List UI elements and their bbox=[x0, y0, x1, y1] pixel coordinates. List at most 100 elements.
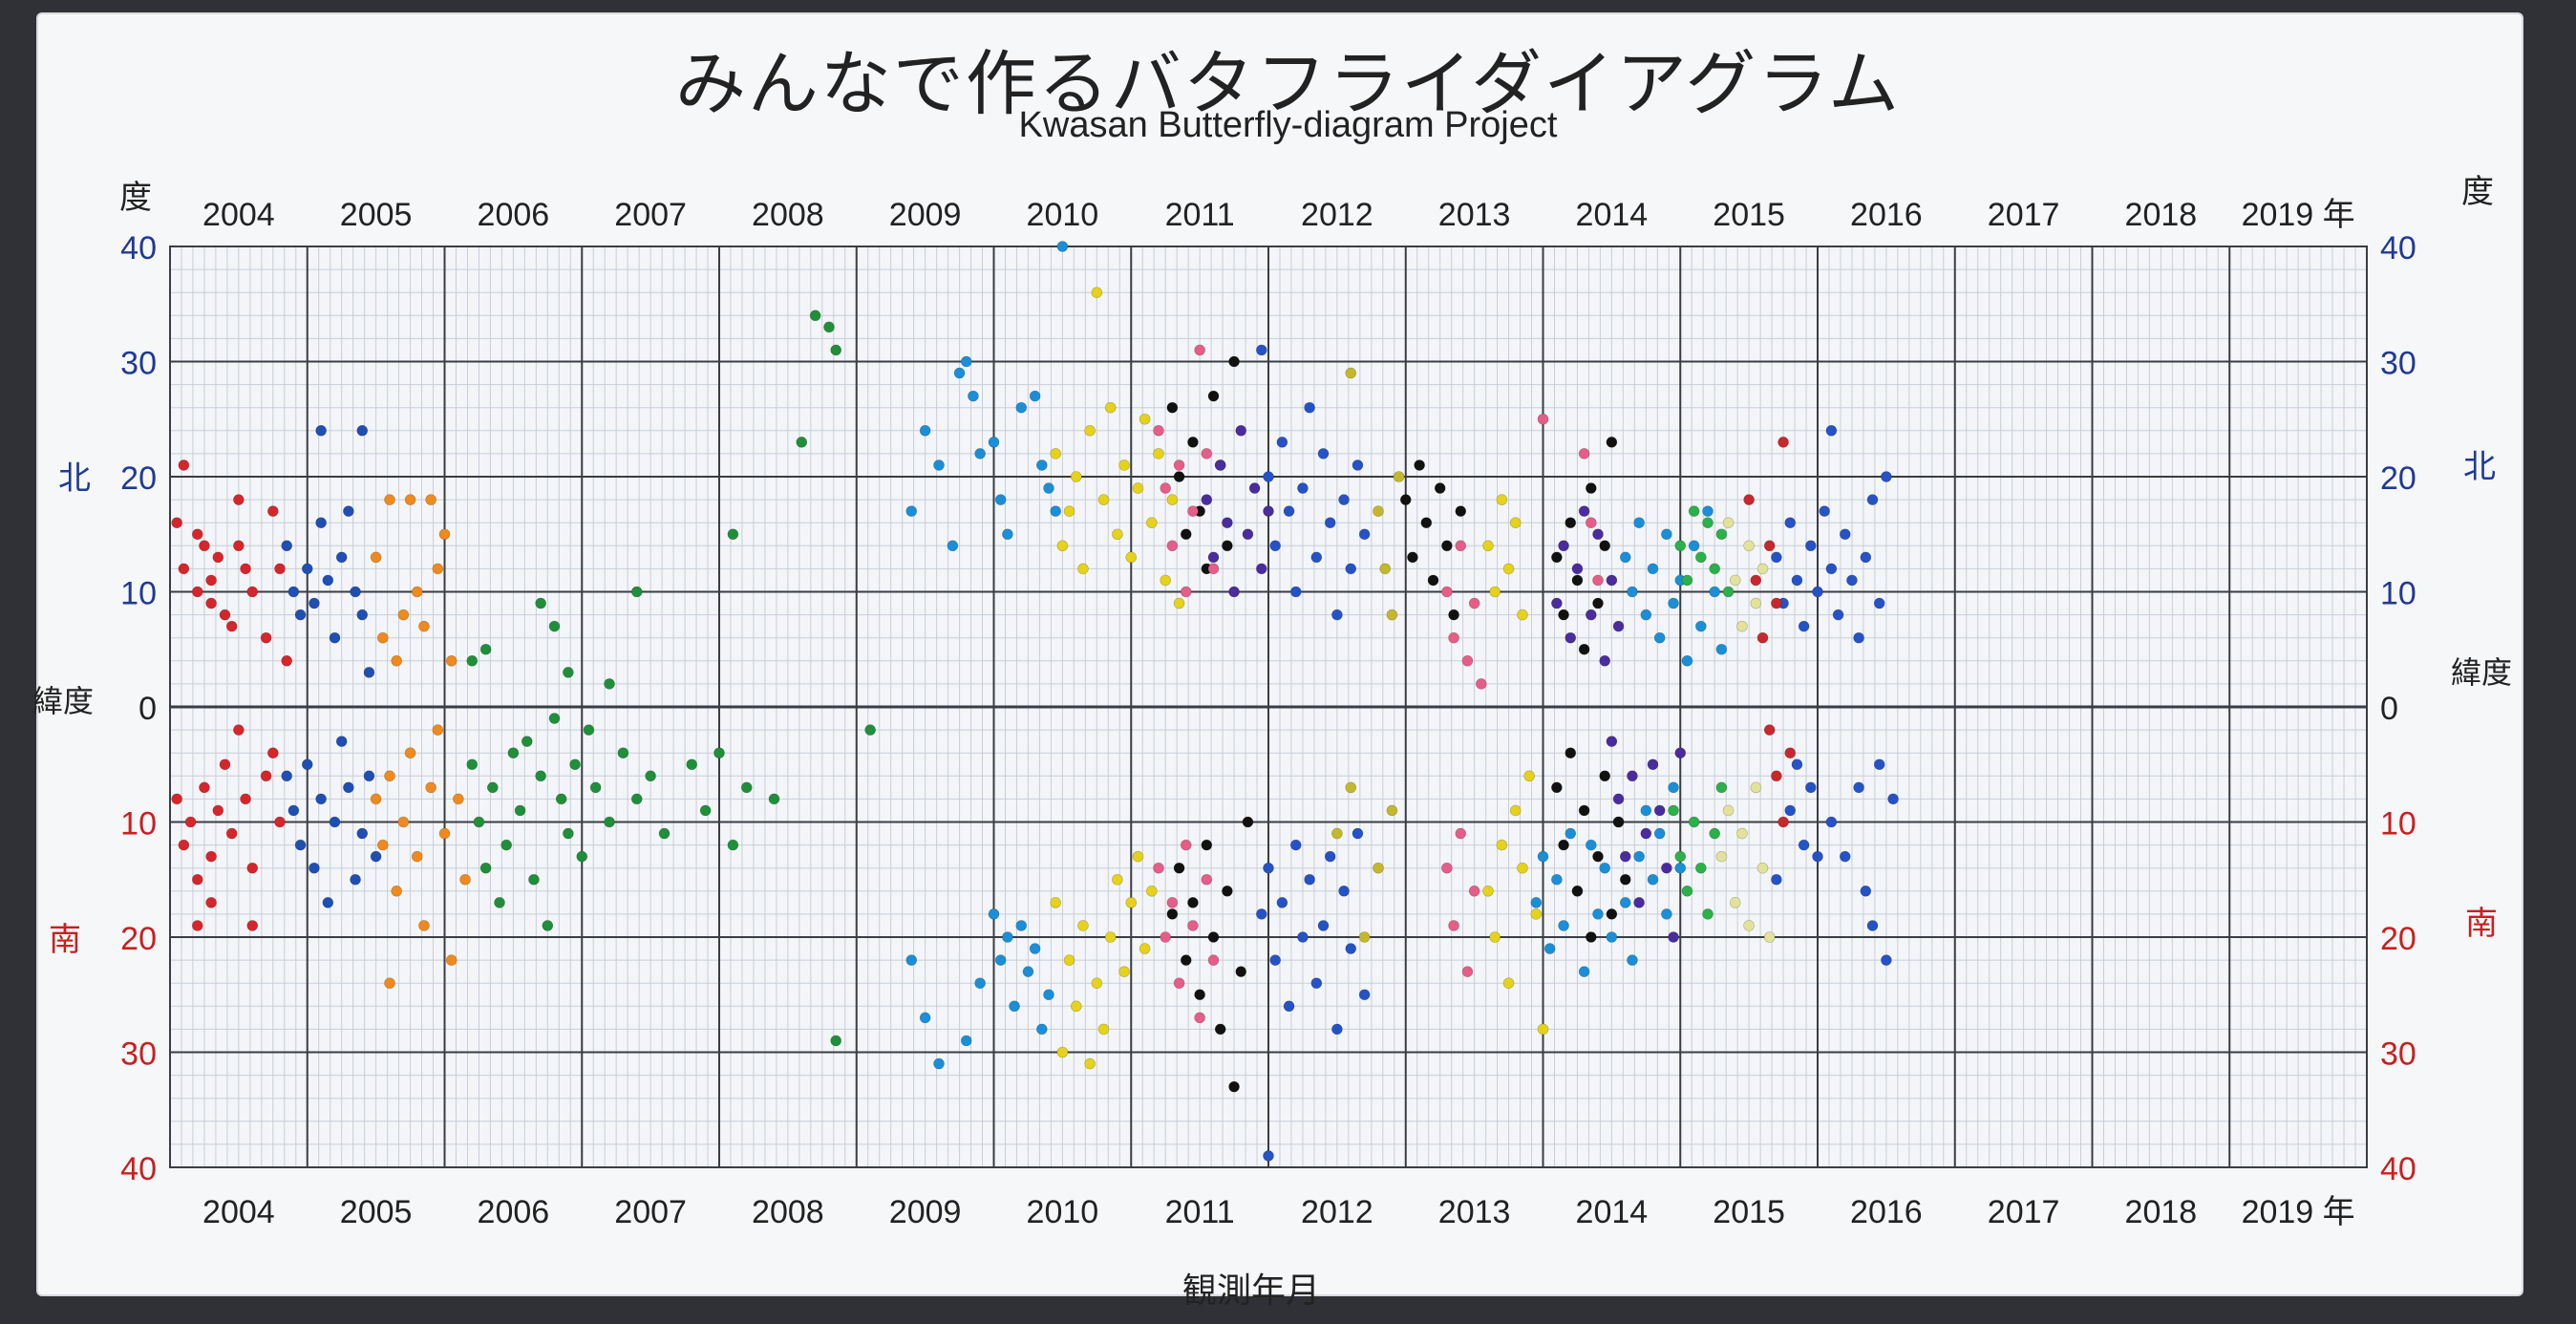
sunspot-point bbox=[322, 574, 334, 587]
sunspot-point bbox=[1228, 1080, 1240, 1093]
sunspot-point bbox=[1681, 654, 1693, 667]
sunspot-point bbox=[1496, 494, 1508, 505]
sunspot-point bbox=[1468, 597, 1480, 609]
sunspot-point bbox=[1139, 413, 1151, 425]
x-tick-label-bottom: 2004 bbox=[202, 1194, 275, 1230]
sunspot-point bbox=[1653, 827, 1666, 840]
sunspot-point bbox=[1612, 793, 1625, 805]
sunspot-point bbox=[1784, 517, 1797, 529]
y-tick-label-right: 20 bbox=[2380, 460, 2416, 497]
north-label-left: 北 bbox=[58, 460, 91, 497]
sunspot-point bbox=[1112, 873, 1123, 886]
sunspot-point bbox=[528, 873, 540, 886]
sunspot-point bbox=[1881, 954, 1892, 966]
sunspot-point bbox=[1763, 540, 1776, 552]
sunspot-point bbox=[830, 344, 841, 356]
sunspot-point bbox=[466, 654, 479, 667]
sunspot-point bbox=[1070, 471, 1082, 482]
sunspot-point bbox=[1592, 597, 1604, 609]
y-tick-label-left: 10 bbox=[120, 806, 157, 843]
sunspot-point bbox=[184, 816, 197, 828]
sunspot-point bbox=[411, 850, 423, 863]
sunspot-point bbox=[1153, 862, 1164, 874]
sunspot-point bbox=[1324, 517, 1336, 529]
y-tick-label-right: 20 bbox=[2380, 921, 2416, 957]
sunspot-point bbox=[823, 321, 835, 333]
sunspot-point bbox=[1420, 517, 1433, 529]
sunspot-point bbox=[309, 862, 320, 874]
sunspot-point bbox=[212, 551, 224, 564]
sunspot-point bbox=[1173, 977, 1185, 989]
sunspot-point bbox=[1715, 850, 1728, 863]
sunspot-point bbox=[1214, 459, 1226, 471]
sunspot-point bbox=[1606, 736, 1618, 747]
sunspot-point bbox=[1586, 839, 1597, 851]
x-tick-label-top: 2015 bbox=[1713, 197, 1785, 233]
sunspot-point bbox=[363, 667, 375, 678]
sunspot-point bbox=[563, 827, 574, 840]
sunspot-point bbox=[1619, 897, 1631, 908]
sunspot-point bbox=[686, 758, 698, 771]
sunspot-point bbox=[1386, 609, 1398, 621]
sunspot-point bbox=[1681, 574, 1693, 587]
sunspot-point bbox=[1338, 885, 1350, 897]
sunspot-point bbox=[322, 897, 334, 908]
sunspot-point bbox=[1056, 241, 1069, 252]
sunspot-point bbox=[205, 597, 217, 609]
sunspot-point bbox=[1578, 804, 1590, 817]
sunspot-point bbox=[1180, 954, 1192, 966]
sunspot-point bbox=[1586, 609, 1597, 621]
sunspot-point bbox=[1256, 908, 1267, 920]
sunspot-point bbox=[425, 781, 436, 794]
sunspot-point bbox=[796, 437, 808, 448]
sunspot-point bbox=[1256, 563, 1267, 575]
sunspot-point bbox=[960, 355, 972, 368]
x-tick-label-top: 2011 bbox=[1165, 197, 1235, 233]
y-tick-label-left: 30 bbox=[120, 346, 157, 382]
sunspot-point bbox=[1640, 804, 1652, 817]
sunspot-point bbox=[1702, 517, 1714, 529]
sunspot-point bbox=[473, 816, 485, 828]
sunspot-point bbox=[1373, 505, 1384, 517]
sunspot-point bbox=[960, 1035, 972, 1047]
sunspot-point bbox=[377, 839, 389, 851]
y-tick-label-left: 10 bbox=[120, 576, 157, 612]
sunspot-point bbox=[1778, 816, 1789, 828]
sunspot-point bbox=[1050, 897, 1061, 908]
x-tick-label-top: 2018 bbox=[2125, 197, 2198, 233]
sunspot-point bbox=[1056, 540, 1069, 552]
sunspot-point bbox=[1201, 839, 1213, 851]
sunspot-point bbox=[1104, 931, 1117, 943]
sunspot-point bbox=[1345, 943, 1357, 954]
sunspot-point bbox=[1688, 540, 1700, 552]
sunspot-point bbox=[1201, 494, 1213, 505]
sunspot-point bbox=[1627, 586, 1638, 598]
sunspot-point bbox=[1866, 494, 1879, 505]
sunspot-point bbox=[370, 793, 382, 805]
y-tick-label-left: 40 bbox=[120, 1151, 157, 1187]
sunspot-point bbox=[1201, 448, 1213, 459]
sunspot-point bbox=[1358, 989, 1371, 1001]
sunspot-point bbox=[1310, 977, 1323, 989]
sunspot-point bbox=[919, 424, 931, 437]
sunspot-point bbox=[830, 1035, 841, 1047]
sunspot-point bbox=[191, 586, 203, 598]
sunspot-point bbox=[212, 804, 224, 817]
sunspot-point bbox=[1709, 586, 1720, 598]
sunspot-point bbox=[1551, 873, 1563, 886]
sunspot-point bbox=[356, 609, 369, 621]
sunspot-point bbox=[548, 620, 561, 632]
sunspot-point bbox=[1633, 517, 1645, 529]
sunspot-point bbox=[864, 724, 876, 736]
y-tick-label-left: 0 bbox=[138, 691, 157, 727]
x-tick-label-bottom: 2009 bbox=[889, 1194, 962, 1230]
sunspot-point bbox=[1586, 482, 1597, 494]
sunspot-point bbox=[1688, 505, 1700, 517]
sunspot-point bbox=[1187, 437, 1199, 448]
sunspot-point bbox=[1571, 885, 1584, 897]
sunspot-point bbox=[1132, 850, 1144, 863]
sunspot-point bbox=[309, 597, 320, 609]
sunspot-point bbox=[1674, 862, 1687, 874]
